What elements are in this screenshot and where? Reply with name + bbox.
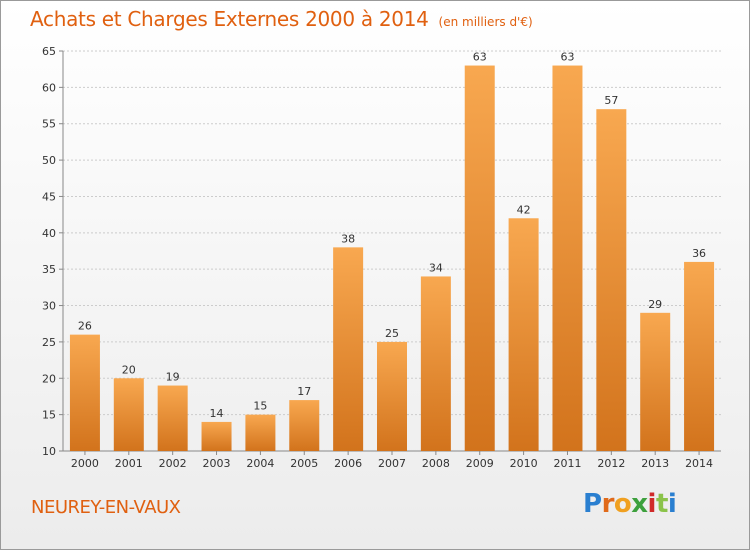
y-tick-label: 25: [42, 336, 56, 349]
y-tick-label: 55: [42, 118, 56, 131]
logo-letter: x: [631, 489, 648, 519]
x-tick-label: 2007: [378, 457, 406, 470]
data-label: 17: [297, 385, 311, 398]
y-tick-label: 40: [42, 227, 56, 240]
bar: [201, 421, 232, 451]
data-label: 26: [78, 320, 92, 333]
y-tick-label: 45: [42, 190, 56, 203]
bar: [289, 400, 320, 451]
logo-letter: t: [655, 489, 668, 519]
y-tick-label: 60: [42, 81, 56, 94]
data-label: 20: [122, 363, 136, 376]
data-label: 15: [253, 400, 267, 413]
x-tick-label: 2012: [597, 457, 625, 470]
data-label: 14: [210, 407, 224, 420]
x-tick-label: 2008: [422, 457, 450, 470]
y-tick-label: 15: [42, 409, 56, 422]
x-tick-label: 2010: [510, 457, 538, 470]
bar: [552, 65, 583, 451]
x-tick-label: 2005: [290, 457, 318, 470]
data-label: 36: [692, 247, 706, 260]
bar: [69, 334, 100, 451]
logo-letter: o: [613, 489, 632, 519]
chart-title: Achats et Charges Externes 2000 à 2014 (e…: [30, 7, 533, 31]
data-label: 34: [429, 261, 443, 274]
x-tick-label: 2003: [203, 457, 231, 470]
bar: [245, 414, 276, 451]
proxiti-logo: Proxiti: [583, 489, 677, 519]
x-tick-label: 2013: [641, 457, 669, 470]
logo-letter: P: [583, 489, 602, 519]
x-tick-label: 2011: [553, 457, 581, 470]
x-tick-label: 2000: [71, 457, 99, 470]
data-label: 19: [166, 371, 180, 384]
bar: [420, 276, 451, 451]
data-label: 29: [648, 298, 662, 311]
x-tick-label: 2009: [466, 457, 494, 470]
data-label: 57: [604, 94, 618, 107]
data-label: 42: [517, 203, 531, 216]
bar: [684, 261, 715, 451]
x-tick-label: 2001: [115, 457, 143, 470]
bar: [377, 341, 407, 451]
x-tick-label: 2002: [159, 457, 187, 470]
y-tick-label: 30: [42, 300, 56, 313]
bar: [113, 378, 144, 451]
data-label: 63: [473, 51, 487, 64]
x-tick-label: 2006: [334, 457, 362, 470]
y-tick-label: 65: [42, 45, 56, 58]
bar: [596, 109, 627, 451]
x-tick-label: 2014: [685, 457, 713, 470]
x-tick-label: 2004: [246, 457, 274, 470]
logo-letter: i: [647, 489, 657, 519]
data-label: 25: [385, 327, 399, 340]
bar: [157, 385, 188, 451]
data-label: 63: [560, 51, 574, 64]
chart-subtitle: (en milliers d'€): [438, 15, 533, 29]
data-label: 38: [341, 232, 355, 245]
chart-title-text: Achats et Charges Externes 2000 à 2014: [30, 7, 429, 31]
bar: [333, 247, 364, 451]
y-tick-label: 10: [42, 445, 56, 458]
bar: [508, 218, 539, 451]
y-tick-label: 50: [42, 154, 56, 167]
bar: [640, 312, 671, 451]
logo-letter: r: [601, 489, 615, 519]
y-tick-label: 20: [42, 372, 56, 385]
place-name: NEUREY-EN-VAUX: [31, 497, 181, 518]
logo-letter: i: [667, 489, 677, 519]
bar: [464, 65, 495, 451]
y-tick-label: 35: [42, 263, 56, 276]
